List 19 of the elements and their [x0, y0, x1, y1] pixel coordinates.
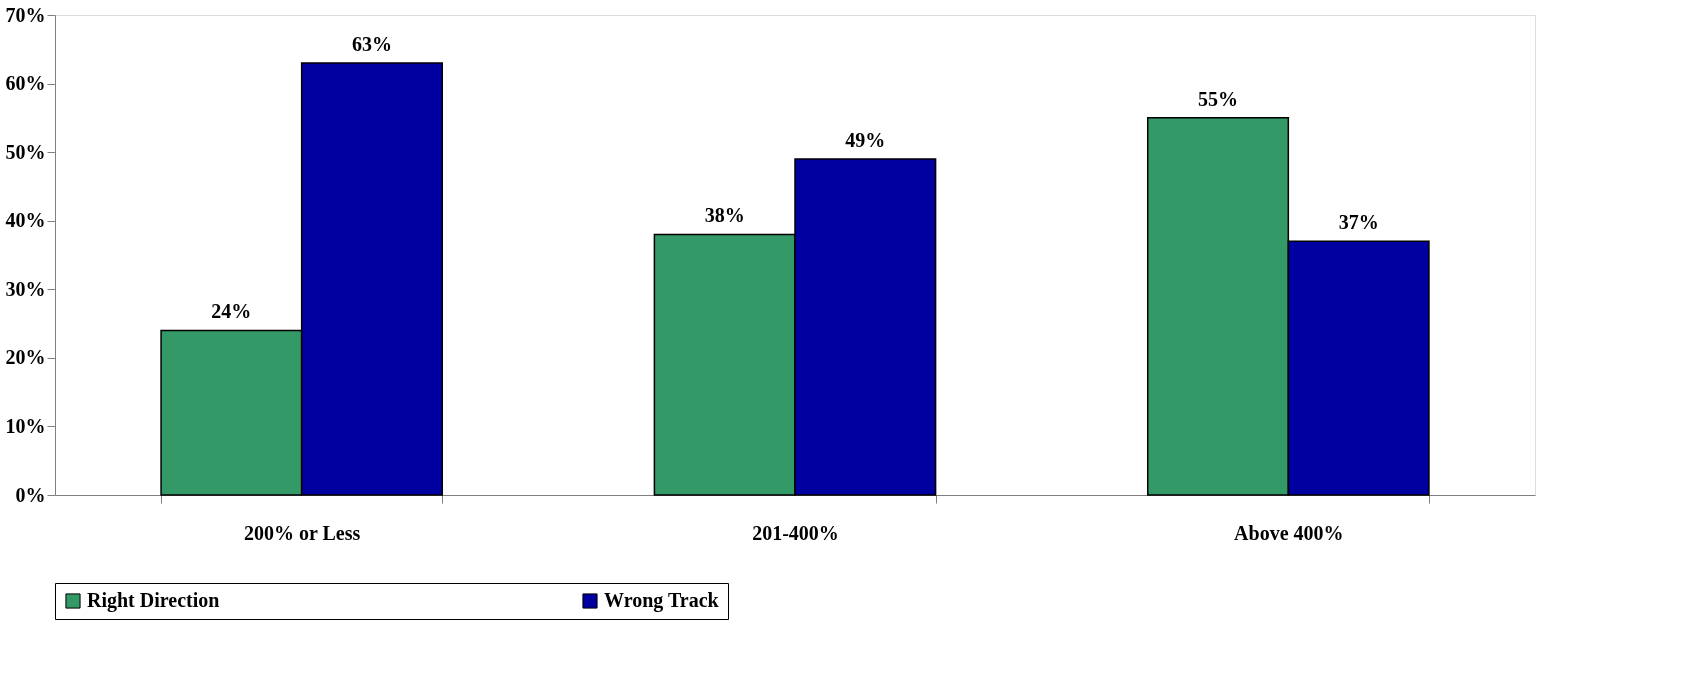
data-label: 55% [1198, 87, 1239, 110]
x-tick-label: 200% or Less [244, 521, 361, 544]
y-tick-label: 30% [5, 277, 46, 300]
y-tick-label: 20% [5, 346, 46, 369]
y-tick-label: 0% [15, 483, 46, 506]
y-tick-label: 10% [5, 414, 46, 437]
y-tick-label: 70% [5, 3, 46, 26]
x-tick-label: Above 400% [1234, 521, 1344, 544]
y-tick-label: 60% [5, 72, 46, 95]
y-tick-label: 50% [5, 140, 46, 163]
y-tick-label: 40% [5, 209, 46, 232]
legend-label: Right Direction [87, 589, 220, 612]
data-label: 24% [211, 300, 252, 323]
data-label: 37% [1338, 211, 1379, 234]
legend-label: Wrong Track [604, 589, 720, 612]
data-label: 49% [845, 129, 886, 151]
data-label: 63% [351, 33, 392, 55]
data-label: 38% [704, 204, 745, 227]
x-tick-label: 201-400% [752, 521, 839, 544]
